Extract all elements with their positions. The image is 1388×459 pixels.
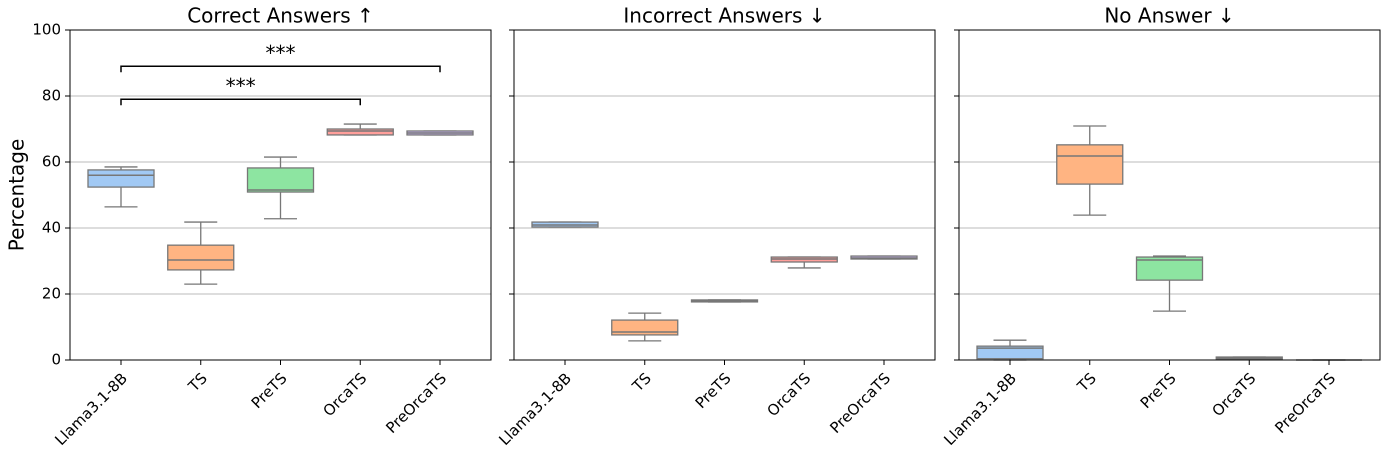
y-tick-label: 60 xyxy=(42,153,61,171)
significance-label: *** xyxy=(266,41,296,65)
x-tick-label: OrcaTS xyxy=(1209,369,1260,420)
y-tick-label: 0 xyxy=(51,351,61,369)
box xyxy=(326,128,394,136)
x-tick-label: PreTS xyxy=(692,369,735,412)
significance-bracket xyxy=(120,98,361,106)
x-tick-label: PreTS xyxy=(1137,369,1180,412)
chart-title: Correct Answers ↑ xyxy=(187,4,374,28)
y-tick-label: 20 xyxy=(42,285,61,303)
box xyxy=(246,167,315,193)
box xyxy=(87,169,155,188)
box xyxy=(167,244,235,271)
significance-bracket xyxy=(120,65,441,73)
box xyxy=(976,345,1044,360)
x-tick-label: TS xyxy=(628,369,655,396)
x-tick-label: OrcaTS xyxy=(764,369,815,420)
x-tick-label: PreTS xyxy=(248,369,291,412)
chart-title: Incorrect Answers ↓ xyxy=(623,4,825,28)
x-tick-label: OrcaTS xyxy=(320,369,371,420)
y-tick-label: 100 xyxy=(32,21,61,39)
plot-frame xyxy=(958,29,1381,361)
x-tick-label: PreOrcaTS xyxy=(382,369,450,437)
x-tick-label: Llama3.1-8B xyxy=(940,369,1020,449)
box xyxy=(1135,256,1204,281)
x-tick-label: Llama3.1-8B xyxy=(495,369,575,449)
x-tick-label: PreOrcaTS xyxy=(826,369,894,437)
y-tick-label: 40 xyxy=(42,219,61,237)
y-axis-label: Percentage xyxy=(5,139,29,252)
x-tick-label: Llama3.1-8B xyxy=(51,369,131,449)
plot-frame xyxy=(513,29,936,361)
box xyxy=(1056,144,1124,185)
chart-title: No Answer ↓ xyxy=(1104,4,1234,28)
plot-frame xyxy=(69,29,492,361)
significance-label: *** xyxy=(226,74,256,98)
x-tick-label: TS xyxy=(1073,369,1100,396)
y-tick-label: 80 xyxy=(42,87,61,105)
x-tick-label: TS xyxy=(184,369,211,396)
x-tick-label: PreOrcaTS xyxy=(1271,369,1339,437)
